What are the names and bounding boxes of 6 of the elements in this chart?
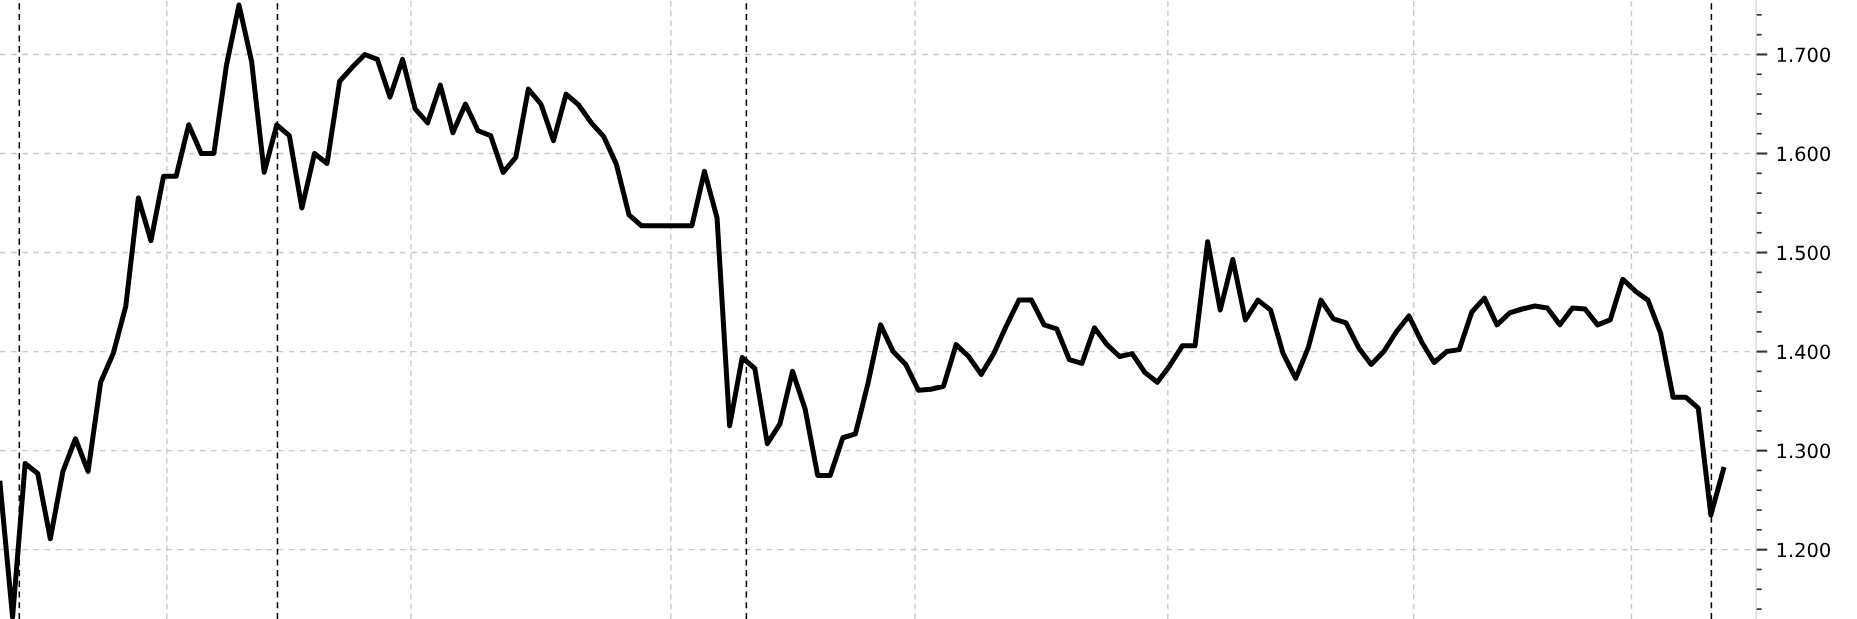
y-tick-label: 1.700 xyxy=(1777,47,1830,63)
y-tick-label: 1.500 xyxy=(1777,245,1830,261)
y-tick-label: 1.600 xyxy=(1777,146,1830,162)
y-tick-label: 1.300 xyxy=(1777,443,1830,459)
y-tick-label: 1.400 xyxy=(1777,344,1830,360)
y-tick-label: 1.200 xyxy=(1777,542,1830,558)
